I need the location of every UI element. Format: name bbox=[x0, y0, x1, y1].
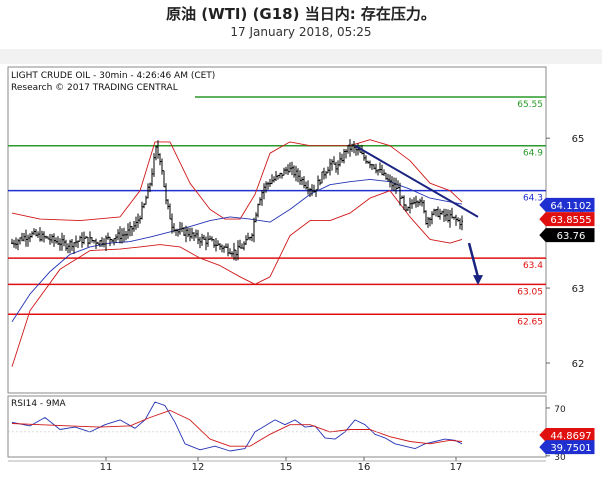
bollinger-lower-line bbox=[11, 190, 463, 367]
header: 原油 (WTI) (G18) 当日内: 存在压力。 17 January 201… bbox=[0, 0, 602, 49]
price-tag-black-text: 63.76 bbox=[557, 231, 586, 242]
y-tick-label: 63 bbox=[572, 284, 585, 295]
rsi-title: RSI14 - 9MA bbox=[11, 399, 67, 409]
price-tag-black-box bbox=[539, 228, 595, 243]
resistance-trendline bbox=[354, 144, 479, 218]
rsi-tag-red-text: 44.8697 bbox=[550, 431, 591, 442]
moving-average-line bbox=[11, 178, 463, 323]
x-tick-label: 16 bbox=[358, 462, 371, 473]
rsi-tag-blue-box bbox=[539, 440, 595, 455]
price-tag-black: 63.76 bbox=[539, 228, 595, 243]
rsi-tag-red-box bbox=[539, 428, 595, 443]
price-plot-frame bbox=[7, 66, 547, 394]
price-tag-red-box bbox=[539, 212, 595, 227]
rsi-y-tick-label: 30 bbox=[554, 453, 566, 463]
rsi-tag-red: 44.8697 bbox=[539, 428, 595, 443]
rsi-y-tick-label: 70 bbox=[554, 405, 566, 415]
chart-title: LIGHT CRUDE OIL - 30min - 4:26:46 AM (CE… bbox=[11, 71, 215, 81]
level-lines: 65.55 64.9 64.3 63.4 63.05 62.65 bbox=[8, 96, 546, 327]
rsi-tag-blue-text: 39.7501 bbox=[550, 443, 591, 454]
price-tag-red: 63.8555 bbox=[539, 212, 595, 227]
page-subtitle: 17 January 2018, 05:25 bbox=[230, 25, 372, 39]
header-divider-band bbox=[0, 49, 602, 64]
y-tick-label: 65 bbox=[572, 134, 585, 145]
x-tick-label: 11 bbox=[100, 462, 113, 473]
level-label-63-4: 63.4 bbox=[523, 261, 543, 271]
forecast-arrow-head bbox=[473, 275, 483, 286]
level-label-64-3: 64.3 bbox=[523, 194, 543, 204]
bollinger-upper-line bbox=[11, 139, 463, 222]
x-tick-label: 12 bbox=[192, 462, 205, 473]
chart-subtitle: Research © 2017 TRADING CENTRAL bbox=[11, 83, 178, 93]
rsi-plot-frame bbox=[7, 395, 547, 458]
price-tag-blue-text: 64.1102 bbox=[550, 201, 591, 212]
page-title: 原油 (WTI) (G18) 当日内: 存在压力。 bbox=[166, 5, 436, 23]
level-label-65-55: 65.55 bbox=[517, 100, 543, 110]
price-tag-blue: 64.1102 bbox=[539, 197, 595, 212]
rsi-line bbox=[11, 401, 463, 452]
rsi-tag-blue: 39.7501 bbox=[539, 440, 595, 455]
x-tick-label: 15 bbox=[280, 462, 293, 473]
x-tick-label: 17 bbox=[450, 462, 463, 473]
price-tag-red-text: 63.8555 bbox=[550, 215, 591, 226]
rsi-ma-line bbox=[11, 409, 463, 447]
rsi-series bbox=[8, 401, 546, 452]
level-label-64-9: 64.9 bbox=[523, 149, 543, 159]
y-tick-label: 62 bbox=[572, 359, 585, 370]
trend-annotations bbox=[354, 144, 483, 286]
price-tag-blue-box bbox=[539, 197, 595, 212]
level-label-62-65: 62.65 bbox=[517, 317, 543, 327]
level-label-63-05: 63.05 bbox=[517, 287, 543, 297]
price-series bbox=[11, 139, 463, 367]
forecast-arrow-shaft bbox=[467, 242, 480, 278]
